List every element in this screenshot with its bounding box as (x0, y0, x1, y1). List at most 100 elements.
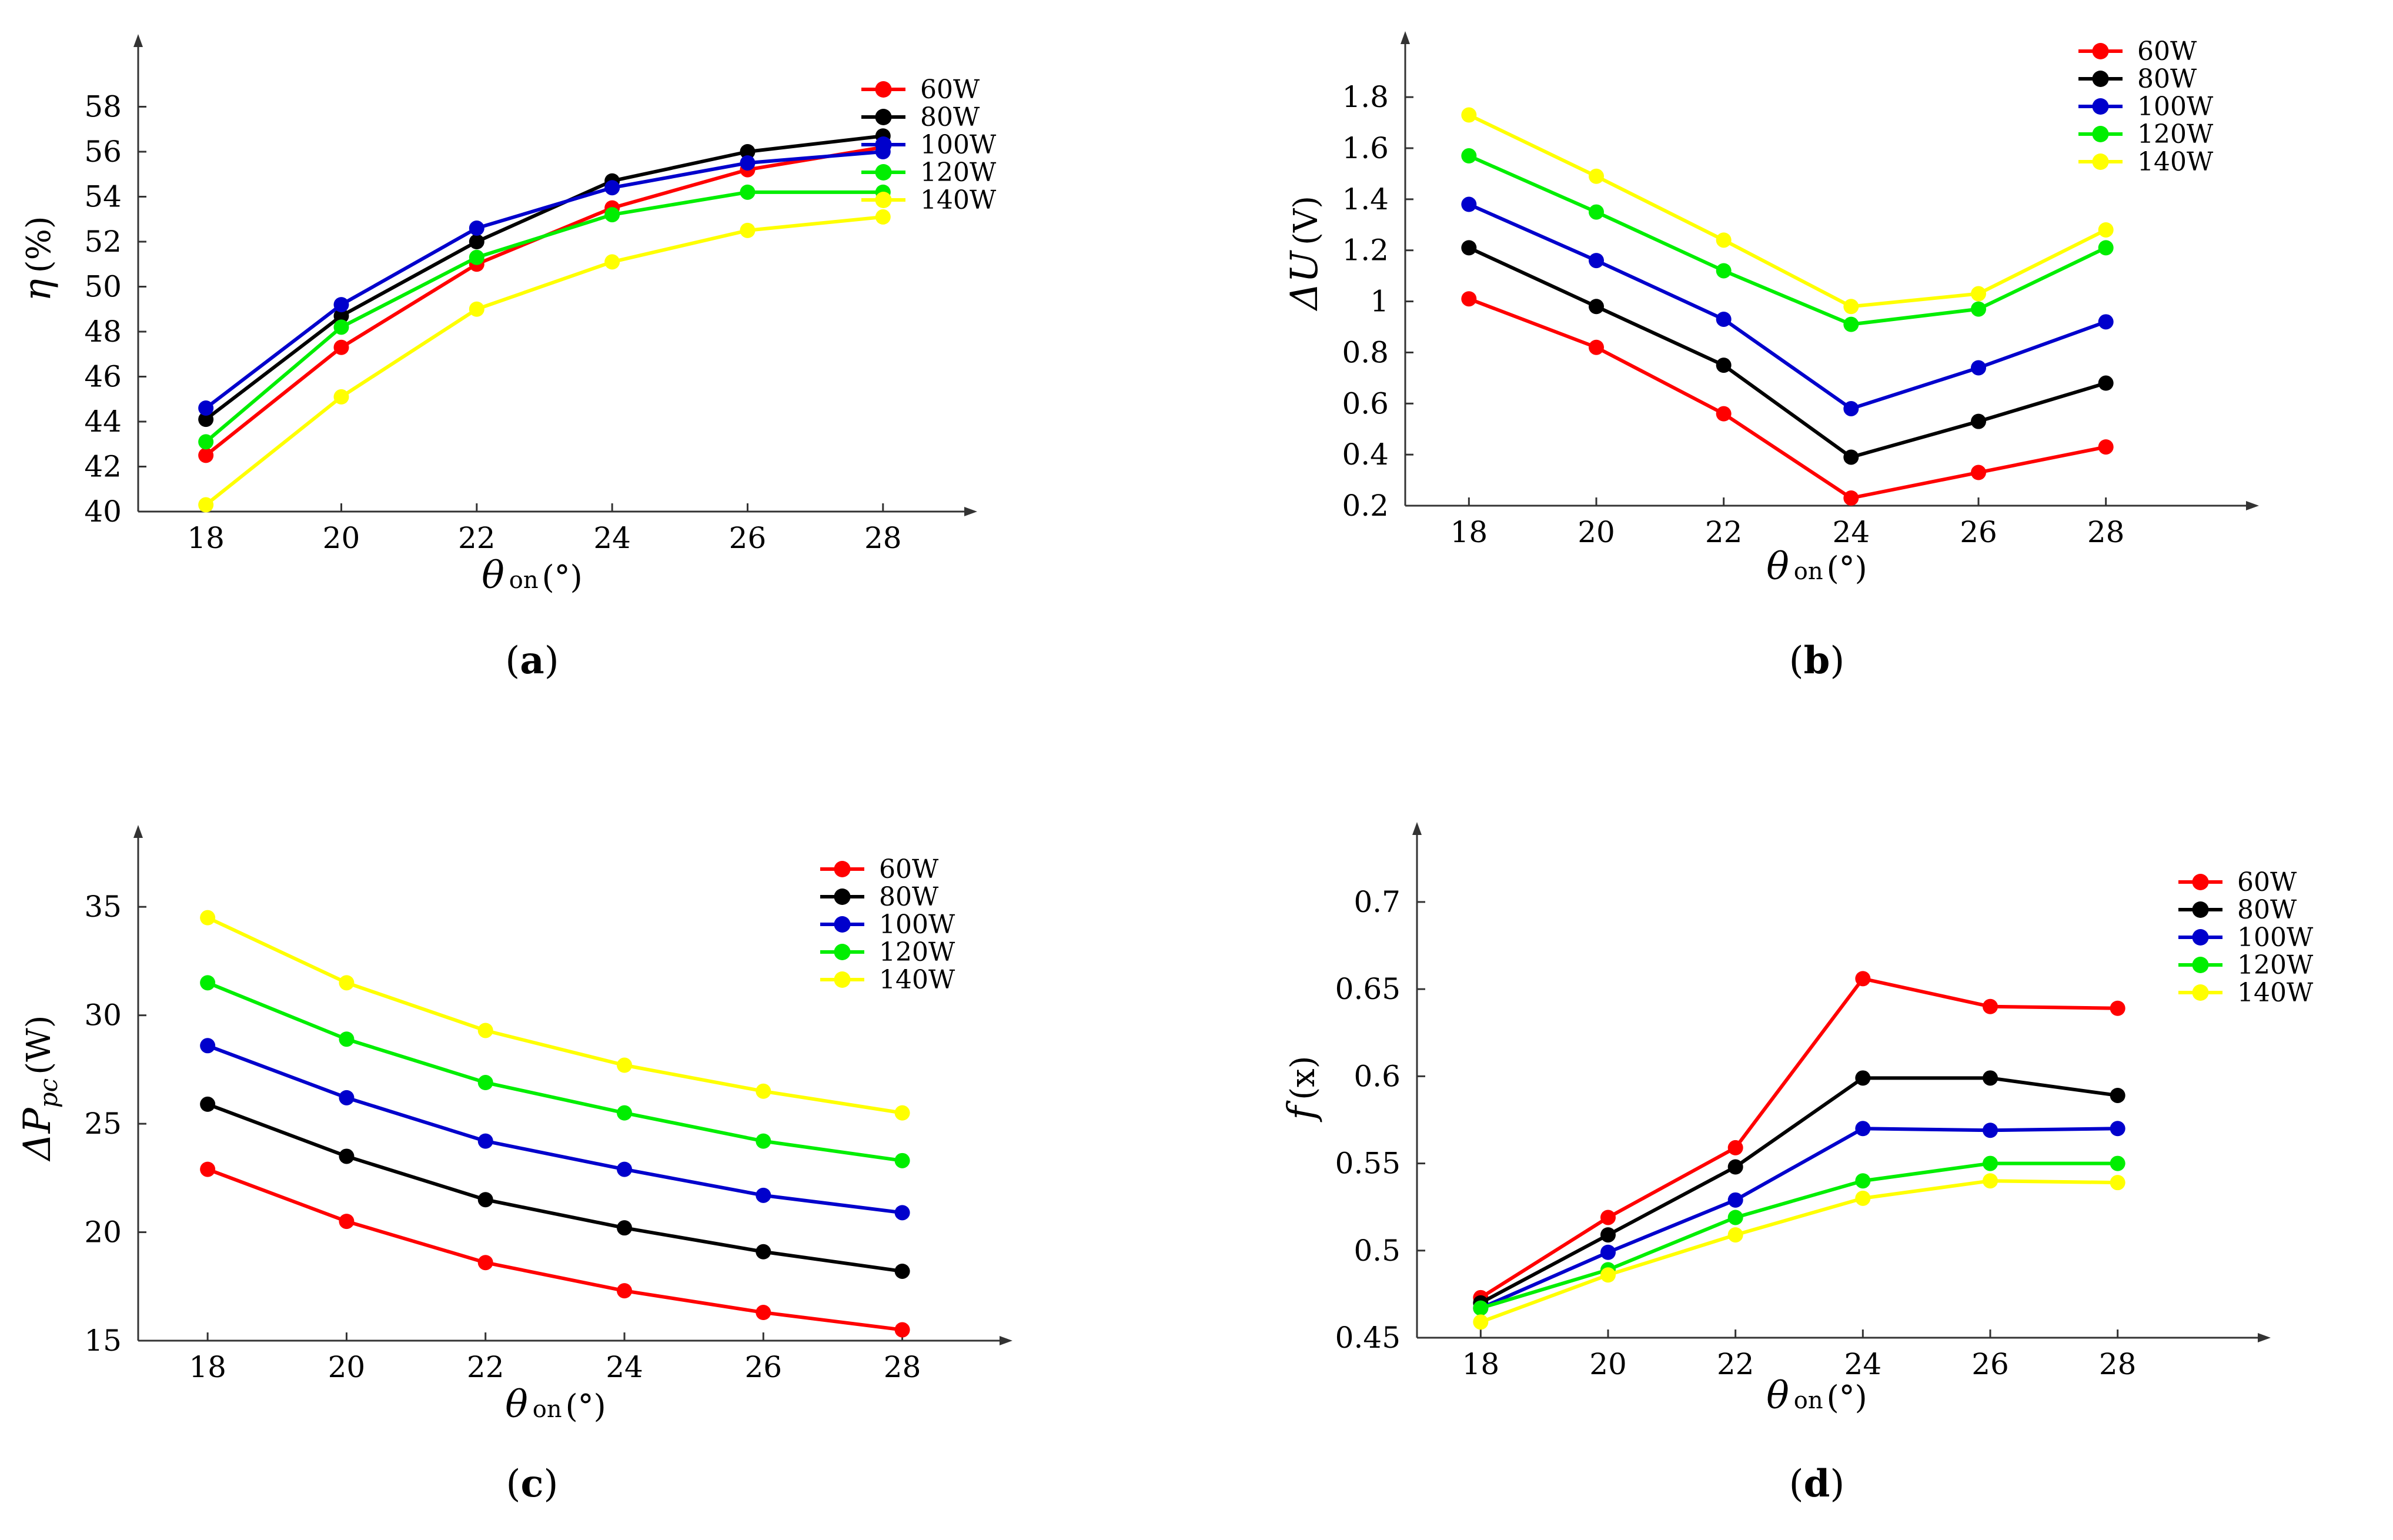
data-point-100W (333, 297, 349, 313)
panel-c: 18 20 22 24 26 28 15 20 25 30 35 60W80W100W120W140W… (16, 825, 1012, 1506)
y-tick-label: 30 (84, 998, 122, 1033)
x-tick-label: 22 (458, 521, 496, 555)
series-line-80W (1479, 1076, 2118, 1305)
series-line-140W (1468, 113, 2107, 309)
data-point-140W (1600, 1267, 1616, 1283)
data-point-140W (2098, 222, 2114, 238)
data-point-80W (200, 1096, 216, 1112)
data-point-140W (1727, 1227, 1743, 1243)
legend-label-80W: 80W (2237, 895, 2297, 925)
x-tick-label: 28 (884, 1350, 921, 1384)
legend-label-60W: 60W (2237, 867, 2297, 897)
legend-label-80W: 80W (920, 102, 980, 132)
data-point-100W (1461, 196, 1477, 212)
data-point-60W (1600, 1210, 1616, 1225)
y-tick-label: 46 (84, 360, 122, 394)
legend-marker-100W (875, 136, 892, 153)
x-tick-label: 20 (1589, 1347, 1627, 1381)
y-axis-label: f(x) (1280, 1056, 1323, 1123)
data-point-80W (1727, 1159, 1743, 1175)
x-axis-arrow (2246, 501, 2259, 510)
data-point-140W (740, 222, 756, 238)
x-axis-label: θ on (°) (1766, 1374, 1867, 1418)
data-point-80W (1600, 1227, 1616, 1243)
panel-d: 18 20 22 24 26 280.450.50.550.60.650.760W80W1… (1280, 822, 2314, 1506)
data-point-140W (469, 301, 484, 317)
y-tick-label: 15 (84, 1324, 122, 1358)
legend-marker-140W (2192, 984, 2209, 1001)
legend-label-140W: 140W (879, 965, 955, 995)
x-tick-label: 20 (328, 1350, 366, 1384)
data-point-80W (1843, 449, 1859, 465)
y-tick-label: 1.2 (1342, 233, 1389, 268)
legend-label-60W: 60W (879, 854, 939, 884)
data-point-60W (2110, 1000, 2125, 1016)
y-tick-label: 0.2 (1342, 489, 1389, 523)
series-line-100W (205, 150, 884, 410)
x-axis-label: θ on (°) (505, 1383, 606, 1427)
data-point-140W (894, 1105, 910, 1121)
data-point-100W (200, 1038, 216, 1054)
data-point-120W (756, 1133, 771, 1149)
series-line-120W (205, 190, 883, 443)
legend-marker-80W (2092, 71, 2109, 87)
x-tick-label: 24 (606, 1350, 643, 1384)
legend-marker-140W (2092, 153, 2109, 170)
data-point-140W (200, 910, 216, 926)
legend-label-140W: 140W (2237, 978, 2314, 1008)
legend-marker-80W (834, 888, 851, 905)
data-point-120W (604, 207, 620, 223)
legend-marker-120W (2192, 957, 2209, 973)
legend-label-120W: 120W (879, 937, 955, 967)
x-tick-label: 18 (187, 521, 225, 555)
data-point-120W (333, 319, 349, 335)
data-point-120W (1461, 148, 1477, 164)
data-point-60W (1855, 971, 1871, 987)
y-tick-label: 0.65 (1335, 972, 1401, 1006)
x-axis-arrow (1000, 1336, 1012, 1345)
data-point-100W (1971, 360, 1986, 376)
data-point-140W (1473, 1314, 1489, 1330)
data-point-120W (1716, 263, 1732, 279)
data-point-120W (469, 249, 484, 265)
legend-label-60W: 60W (920, 75, 980, 105)
data-point-120W (2098, 240, 2114, 256)
legend-label-100W: 100W (2137, 92, 2214, 122)
data-point-140W (339, 975, 355, 991)
y-axis-label: ΔU(V) (1283, 196, 1326, 312)
y-tick-label: 1 (1370, 285, 1389, 319)
data-point-60W (894, 1322, 910, 1338)
data-point-140W (756, 1083, 771, 1099)
data-point-60W (1461, 291, 1477, 307)
panel-label: (b) (1789, 639, 1845, 683)
data-point-120W (2110, 1155, 2125, 1171)
legend-marker-100W (834, 916, 851, 933)
data-point-60W (1983, 998, 1998, 1014)
y-tick-label: 48 (84, 315, 122, 349)
y-tick-label: 52 (84, 225, 122, 259)
data-point-80W (339, 1148, 355, 1164)
x-tick-label: 24 (593, 521, 631, 555)
data-point-80W (2098, 375, 2114, 391)
data-point-140W (617, 1057, 633, 1073)
legend-label-140W: 140W (920, 185, 997, 215)
x-axis-arrow (964, 507, 977, 516)
series-line-80W (1468, 246, 2107, 459)
x-tick-label: 22 (1717, 1347, 1754, 1381)
series-line-60W (1479, 977, 2118, 1300)
data-point-100W (894, 1205, 910, 1221)
y-axis-label: ΔPpc(W) (16, 1015, 63, 1162)
y-tick-label: 25 (84, 1107, 122, 1141)
legend-marker-60W (2192, 874, 2209, 890)
x-tick-label: 26 (1960, 515, 1997, 549)
legend-label-120W: 120W (2137, 119, 2214, 149)
panel-b: 18 20 22 24 26 28 0.2 0.4 0.6 0.8 1 1.2 1.4 1.6 1.8 60W… (1283, 31, 2259, 683)
legend-label-100W: 100W (879, 910, 955, 940)
x-tick-label: 26 (744, 1350, 782, 1384)
legend-marker-60W (875, 81, 892, 98)
data-point-140W (604, 254, 620, 270)
y-axis-arrow (1401, 31, 1410, 44)
data-point-120W (200, 975, 216, 991)
series-line-120W (207, 981, 903, 1162)
data-point-140W (875, 209, 891, 225)
